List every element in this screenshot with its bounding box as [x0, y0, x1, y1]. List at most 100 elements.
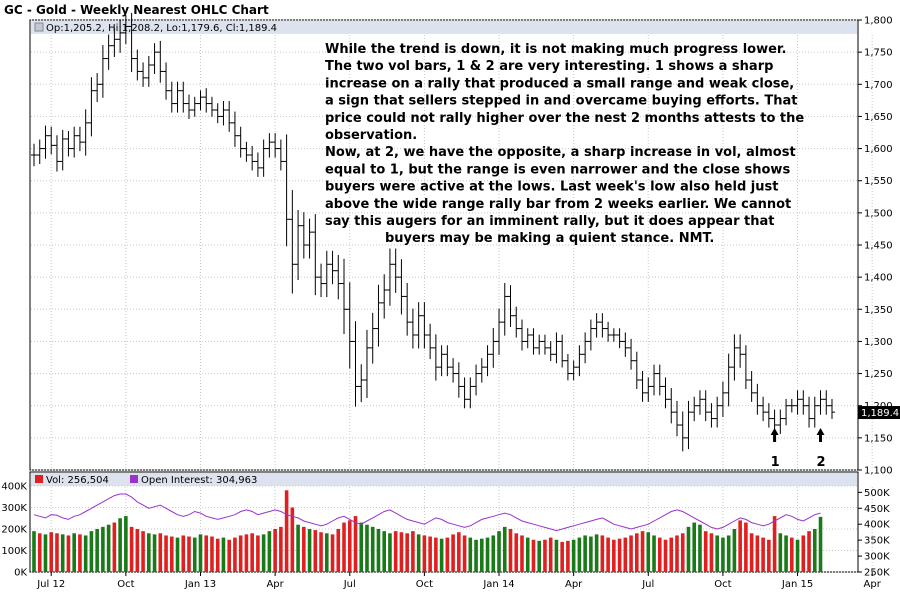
volume-bar	[181, 535, 186, 572]
x-tick-label: Apr	[266, 579, 284, 590]
volume-bar	[192, 537, 197, 572]
volume-bars	[32, 490, 823, 572]
ohlc-bar	[530, 328, 537, 355]
ohlc-bar	[220, 101, 227, 126]
ohlc-bar	[432, 334, 439, 381]
volume-bar	[210, 536, 214, 572]
price-tick-label: 1,250	[864, 369, 893, 380]
volume-bar	[336, 529, 341, 572]
volume-bar	[324, 533, 329, 572]
oi-legend: Open Interest: 304,963	[141, 475, 257, 486]
vol-legend: Vol: 256,504	[46, 475, 109, 486]
ohlc-bar	[231, 111, 238, 147]
volume-bar	[267, 531, 272, 572]
volume-bar	[445, 537, 450, 572]
ohlc-bar	[283, 134, 290, 247]
volume-bar	[669, 537, 674, 572]
volume-bar	[221, 537, 226, 572]
volume-bar	[370, 526, 375, 572]
volume-bar	[261, 534, 266, 572]
volume-bar	[468, 537, 473, 572]
ohlc-bar	[800, 390, 807, 415]
volume-bar	[715, 535, 719, 572]
volume-bar	[485, 537, 490, 572]
volume-bar	[72, 533, 76, 572]
volume-bar	[755, 535, 760, 572]
ohlc-bar	[59, 129, 66, 171]
ohlc-bar	[622, 332, 629, 357]
ohlc-bar	[214, 103, 221, 124]
ohlc-bar	[455, 362, 462, 398]
ohlc-bar	[473, 364, 480, 396]
volume-bar	[543, 539, 547, 572]
price-legend-band	[31, 21, 857, 34]
volume-bar	[784, 535, 788, 572]
oi-tick-label: 250K	[864, 568, 890, 579]
ohlc-bar	[134, 49, 141, 81]
annotation-line: While the trend is down, it is not makin…	[325, 42, 786, 57]
annotation-text: While the trend is down, it is not makin…	[325, 42, 804, 246]
ohlc-bar	[587, 319, 594, 351]
volume-bar	[589, 536, 593, 572]
volume-bar	[525, 537, 530, 572]
ohlc-bar	[398, 259, 405, 315]
oi-tick-label: 300K	[864, 552, 890, 563]
volume-bar	[577, 537, 582, 572]
ohlc-bar	[702, 390, 709, 422]
volume-bar	[158, 533, 163, 572]
ohlc-bar	[461, 377, 468, 409]
ohlc-bar	[811, 396, 818, 428]
volume-bar	[83, 535, 88, 572]
volume-bar	[204, 535, 209, 572]
volume-bar	[801, 535, 806, 572]
ohlc-bar	[53, 135, 60, 172]
ohlc-bar	[71, 126, 78, 158]
volume-bar	[296, 524, 300, 572]
price-tick-label: 1,700	[864, 80, 893, 91]
volume-bar	[795, 539, 800, 572]
ohlc-bar	[254, 152, 261, 177]
volume-bar	[812, 529, 817, 572]
volume-bar	[497, 531, 501, 572]
ohlc-bar	[346, 282, 353, 369]
volume-bar	[169, 536, 174, 572]
volume-bar	[416, 534, 421, 572]
ohlc-bar	[524, 328, 531, 349]
volume-bar	[652, 535, 656, 572]
ohlc-bar	[564, 353, 571, 381]
annotation-line: buyers may be making a quient stance. NM…	[385, 231, 714, 246]
ohlc-bar	[444, 345, 451, 377]
ohlc-bar	[36, 139, 43, 164]
ohlc-bar	[174, 81, 181, 113]
volume-bar	[554, 539, 559, 572]
price-tick-label: 1,650	[864, 112, 893, 123]
volume-panel	[29, 471, 859, 573]
volume-bar	[284, 490, 289, 572]
volume-bar	[778, 533, 783, 572]
volume-bar	[537, 540, 542, 572]
volume-bar	[101, 526, 105, 572]
price-legend: Op:1,205.2, Hi:1,208.2, Lo:1,179.6, Cl:1…	[46, 23, 277, 34]
volume-tick-label: 0K	[14, 568, 27, 579]
volume-bar	[439, 538, 444, 572]
volume-bar	[256, 535, 260, 572]
volume-bar	[767, 539, 771, 572]
ohlc-bar	[829, 398, 835, 419]
volume-bar	[457, 532, 461, 572]
x-tick-label: Oct	[714, 579, 731, 590]
ohlc-bar	[312, 214, 319, 296]
ohlc-bar	[352, 321, 359, 407]
ohlc-bar	[415, 302, 422, 349]
open-interest-line	[33, 493, 821, 532]
last-price-tag	[858, 406, 900, 420]
ohlc-bar	[806, 396, 813, 428]
ohlc-bar	[478, 358, 485, 383]
price-y-axis: 1,1001,1501,2001,2501,3001,3501,4001,450…	[858, 16, 893, 477]
ohlc-bar	[788, 398, 795, 413]
volume-bar	[703, 531, 708, 572]
ohlc-bar	[105, 34, 112, 70]
ohlc-bar	[208, 96, 215, 117]
volume-bar	[124, 516, 128, 572]
volume-bar	[43, 534, 48, 572]
ohlc-bar	[88, 77, 95, 137]
